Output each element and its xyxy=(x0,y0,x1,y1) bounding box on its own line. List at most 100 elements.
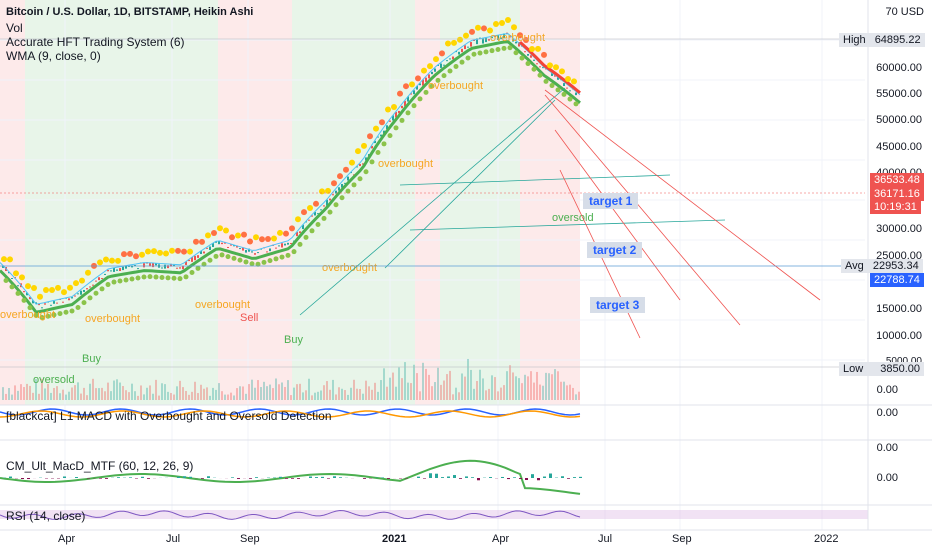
signal-dot xyxy=(205,232,211,239)
volume-bar xyxy=(491,375,493,400)
price-tick: 10000.00 xyxy=(876,330,922,342)
volume-bar xyxy=(425,368,427,400)
candle xyxy=(419,83,421,86)
wma-line xyxy=(0,33,581,314)
volume-bar xyxy=(23,387,25,400)
volume-bar xyxy=(179,380,181,400)
signal-dot xyxy=(73,280,79,287)
candle xyxy=(404,100,406,107)
volume-bar xyxy=(386,386,388,400)
signal-dot xyxy=(183,274,189,280)
chart-title[interactable]: Bitcoin / U.S. Dollar, 1D, BITSTAMP, Hei… xyxy=(6,6,254,18)
volume-bar xyxy=(2,387,4,400)
signal-dot xyxy=(337,173,343,180)
candle xyxy=(68,298,70,301)
volume-bar xyxy=(353,379,355,400)
candle xyxy=(131,265,133,268)
signal-dot xyxy=(109,257,115,264)
signal-dot xyxy=(385,106,391,113)
volume-bar xyxy=(167,391,169,400)
volume-bar xyxy=(257,380,259,400)
volume-bar xyxy=(296,384,298,400)
signal-dot xyxy=(525,61,531,67)
pane-legend-cm-macd[interactable]: CM_Ult_MacD_MTF (60, 12, 26, 9) xyxy=(6,459,194,473)
candle xyxy=(398,110,400,114)
volume-bar xyxy=(86,395,88,400)
price-axis: 60000.0055000.0050000.0045000.0040000.00… xyxy=(0,0,932,531)
trend-line-2 xyxy=(399,174,671,186)
volume-bar xyxy=(263,381,265,400)
legend-indicator-1[interactable]: Accurate HFT Trading System (6) xyxy=(6,35,185,49)
volume-bar xyxy=(14,385,16,400)
indicator-panes xyxy=(0,404,932,520)
signal-dot xyxy=(175,247,181,254)
volume-bar xyxy=(545,372,547,400)
signal-dot xyxy=(201,261,207,267)
legend-indicator-2[interactable]: WMA (9, close, 0) xyxy=(6,49,101,63)
signal-dot xyxy=(517,32,523,39)
signal-dot xyxy=(235,232,241,239)
candle xyxy=(356,166,358,168)
signal-dot xyxy=(195,265,201,271)
signal-dot xyxy=(9,284,15,290)
volume-bar xyxy=(455,387,457,400)
signal-dot xyxy=(399,117,405,123)
candle xyxy=(482,37,484,44)
signal-dot xyxy=(537,72,543,78)
pane-legend-rsi[interactable]: RSI (14, close) xyxy=(6,509,86,523)
volume-bar xyxy=(362,393,364,400)
volume-bar xyxy=(428,374,430,400)
candle xyxy=(170,263,172,267)
blue-price-tag: 22788.74 xyxy=(870,273,924,287)
volume-bar xyxy=(395,386,397,400)
candle xyxy=(527,53,529,56)
signal-dot xyxy=(133,253,139,260)
signal-dot xyxy=(75,305,81,311)
signal-dot xyxy=(85,269,91,276)
volume-bar xyxy=(344,390,346,400)
volume-bar xyxy=(95,388,97,400)
volume-bar xyxy=(359,388,361,400)
signal-dot xyxy=(369,159,375,165)
trend-line-6 xyxy=(554,129,681,301)
volume-bar xyxy=(506,371,508,400)
price-tick: 30000.00 xyxy=(876,223,922,235)
cm-macd-bar xyxy=(315,477,318,478)
signal-dot xyxy=(403,83,409,90)
signal-dot xyxy=(171,275,177,281)
candle xyxy=(500,37,502,40)
other-price-tag: 36171.16 xyxy=(870,187,924,201)
legend-vol[interactable]: Vol xyxy=(6,21,23,35)
candle xyxy=(377,136,379,138)
candle xyxy=(467,46,469,48)
volume-bar xyxy=(32,392,34,400)
volume-bar xyxy=(521,383,523,400)
signal-dot xyxy=(303,234,309,240)
cm-macd-bar xyxy=(549,473,552,478)
candle xyxy=(371,145,373,149)
oversold-label: oversold xyxy=(33,374,75,386)
candle xyxy=(278,245,280,247)
volume-bar xyxy=(371,389,373,400)
candle xyxy=(113,267,115,272)
signal-dot xyxy=(363,169,369,175)
volume-bar xyxy=(161,383,163,400)
pane-legend-macd[interactable]: [blackcat] L1 MACD with Overbought and O… xyxy=(6,409,332,423)
cm-macd-bar xyxy=(387,478,390,479)
candle xyxy=(497,35,499,40)
candle xyxy=(203,251,205,254)
candle xyxy=(8,271,10,274)
signal-dot xyxy=(13,270,19,277)
signal-dot xyxy=(495,47,501,53)
rsi-band xyxy=(0,510,868,519)
volume-bar xyxy=(533,382,535,400)
candle xyxy=(290,242,292,244)
signal-dot xyxy=(373,125,379,132)
candle xyxy=(458,51,460,55)
volume-bar xyxy=(446,374,448,400)
candle xyxy=(431,71,433,75)
volume-bar xyxy=(278,384,280,400)
wma-red-line xyxy=(518,40,581,94)
signal-dot xyxy=(343,166,349,173)
